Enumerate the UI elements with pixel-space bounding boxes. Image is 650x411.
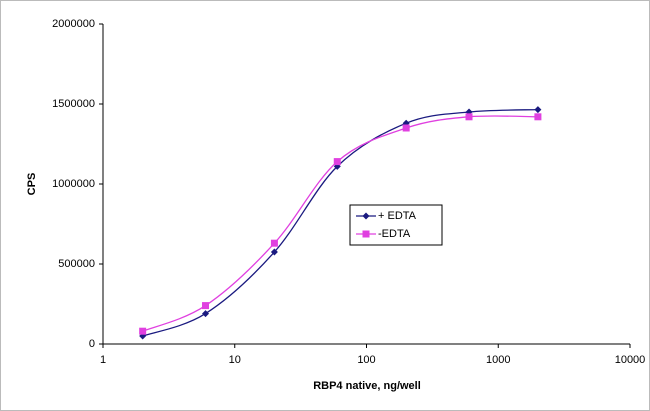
y-tick-label: 1000000 (52, 178, 95, 190)
data-point (534, 106, 542, 114)
y-tick-label: 0 (89, 338, 95, 350)
y-tick-label: 2000000 (52, 18, 95, 30)
data-point (270, 239, 278, 247)
legend-label: + EDTA (378, 210, 417, 222)
x-tick-label: 100 (357, 354, 375, 366)
data-point (202, 302, 210, 310)
x-tick-label: 1 (100, 354, 106, 366)
y-axis-title: CPS (26, 173, 38, 196)
x-axis-title: RBP4 native, ng/well (313, 380, 421, 392)
data-point (270, 248, 278, 256)
legend-box (349, 204, 443, 246)
x-tick-label: 10 (229, 354, 241, 366)
data-point (202, 310, 210, 318)
data-point (465, 113, 473, 121)
legend-marker (362, 230, 370, 238)
data-point (402, 124, 410, 132)
y-tick-label: 1500000 (52, 98, 95, 110)
data-point (139, 327, 147, 335)
y-tick-label: 500000 (58, 258, 95, 270)
x-tick-label: 10000 (615, 354, 646, 366)
legend-marker (362, 212, 370, 220)
x-tick-label: 1000 (486, 354, 510, 366)
data-point (333, 158, 341, 166)
legend-label: -EDTA (378, 228, 411, 240)
data-point (534, 113, 542, 121)
